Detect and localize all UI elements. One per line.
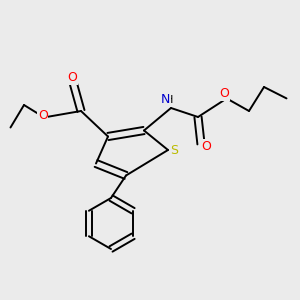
Text: N: N bbox=[161, 93, 170, 106]
Text: H: H bbox=[165, 94, 174, 105]
Text: O: O bbox=[202, 140, 211, 153]
Text: O: O bbox=[219, 87, 229, 101]
Text: S: S bbox=[170, 143, 178, 157]
Text: O: O bbox=[67, 71, 77, 84]
Text: O: O bbox=[38, 109, 48, 122]
